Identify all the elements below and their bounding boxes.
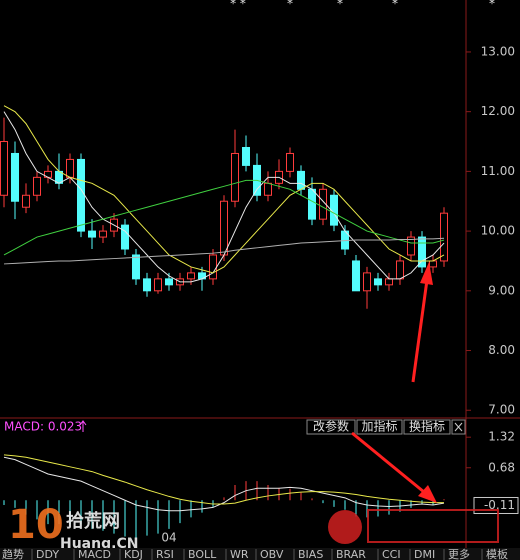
candle-body	[88, 230, 96, 238]
tab[interactable]: BOLL	[188, 548, 217, 560]
moving-average-line	[3, 237, 445, 265]
arrow-head	[420, 262, 433, 285]
tab[interactable]: 趋势	[2, 548, 24, 560]
button-frame[interactable]	[306, 419, 356, 435]
button-frame[interactable]	[403, 419, 451, 435]
y-tick-label: 9.00	[488, 283, 515, 297]
candle-body	[11, 152, 19, 202]
candle-body	[66, 158, 74, 178]
tab[interactable]: WR	[230, 548, 249, 560]
candle-body	[319, 188, 327, 220]
tab[interactable]: DMI	[414, 548, 435, 560]
tab-bar	[0, 548, 520, 560]
candle-body	[374, 278, 382, 286]
candle-body	[187, 272, 195, 280]
candle-body	[154, 278, 162, 292]
y-tick-label: 12.00	[481, 104, 515, 118]
plot: 13.00 12.00 11.00 10.00 9.00 8.00 7.00 04 1.32 0.…	[0, 44, 519, 545]
candle-body	[22, 194, 30, 208]
candle-body	[231, 152, 239, 202]
current-value-label: -0.11	[484, 498, 515, 512]
candle-body	[220, 200, 228, 256]
moving-average-line	[3, 105, 445, 274]
moving-average-line	[3, 179, 445, 256]
tab[interactable]: MACD	[78, 548, 111, 560]
candle-body	[286, 152, 294, 172]
close-button[interactable]	[451, 419, 466, 435]
candle-body	[121, 224, 129, 250]
arrow-head	[418, 485, 437, 503]
candle-body	[209, 254, 217, 280]
indicator-button[interactable]: 改参数	[313, 419, 349, 434]
indicator-buttons: 改参数 加指标 换指标	[306, 419, 451, 435]
candle-body	[396, 260, 404, 280]
candle-body	[165, 278, 173, 286]
tab[interactable]: BRAR	[336, 548, 366, 560]
x-tick-label: 04	[161, 531, 176, 545]
tab[interactable]: 更多	[448, 547, 470, 560]
y-tick-label: 1.32	[488, 430, 515, 444]
candle-body	[363, 272, 371, 292]
top-markers: * * * * * *	[230, 0, 495, 11]
y-tick-label: 13.00	[481, 44, 515, 58]
tab[interactable]: BIAS	[298, 548, 323, 560]
watermark-left: 10 拾荒网 Huang.CN	[8, 502, 138, 552]
tab[interactable]: OBV	[260, 548, 284, 560]
watermark-name: 拾荒网	[66, 510, 120, 532]
y-tick-label: 11.00	[481, 164, 515, 178]
macd-line	[3, 454, 444, 505]
tabs: 趋势 DDY MACD KDJ RSI BOLL WR OBV BIAS BRAR CCI DMI 更多…	[2, 547, 508, 560]
candle-body	[264, 182, 272, 196]
moving-average-line	[3, 111, 445, 283]
watermark-number: 10	[8, 502, 64, 548]
candle-body	[385, 278, 393, 286]
top-marker: *	[392, 0, 398, 11]
tab[interactable]: DDY	[36, 548, 59, 560]
candle-body	[407, 236, 415, 256]
candle-body	[77, 158, 85, 232]
candle-body	[330, 194, 338, 226]
y-tick-label: 0.68	[488, 460, 515, 474]
candle-body	[0, 141, 8, 196]
top-marker: *	[337, 0, 343, 11]
candle-body	[132, 254, 140, 280]
candle-body	[99, 230, 107, 238]
tab[interactable]: 模板	[486, 547, 508, 560]
candle-body	[33, 176, 41, 196]
y-tick-label: 7.00	[488, 403, 515, 417]
top-marker: *	[287, 0, 293, 11]
candle-body	[242, 146, 250, 166]
y-tick-label: 10.00	[481, 224, 515, 238]
candle-body	[429, 260, 437, 268]
top-marker: * *	[230, 0, 246, 11]
arrow	[411, 279, 429, 383]
candle-body	[143, 278, 151, 292]
candle-body	[352, 260, 360, 292]
tab[interactable]: CCI	[382, 548, 401, 560]
candle-body	[440, 212, 448, 262]
button-frame[interactable]	[356, 419, 403, 435]
tab[interactable]: KDJ	[124, 548, 143, 560]
arrow	[351, 431, 425, 494]
indicator-button[interactable]: 换指标	[409, 419, 445, 434]
candle-body	[418, 236, 426, 268]
annotation-arrows	[351, 262, 437, 503]
macd-line	[3, 456, 445, 512]
macd-up-arrow	[79, 420, 87, 432]
watermark-right-logo	[328, 509, 499, 544]
candle-body	[308, 188, 316, 220]
macd-title: MACD: 0.023	[4, 420, 82, 434]
candle-body	[297, 170, 305, 190]
y-tick-label: 8.00	[488, 343, 515, 357]
tab[interactable]: RSI	[156, 548, 174, 560]
indicator-button[interactable]: 加指标	[361, 419, 397, 434]
top-marker: *	[489, 0, 495, 11]
